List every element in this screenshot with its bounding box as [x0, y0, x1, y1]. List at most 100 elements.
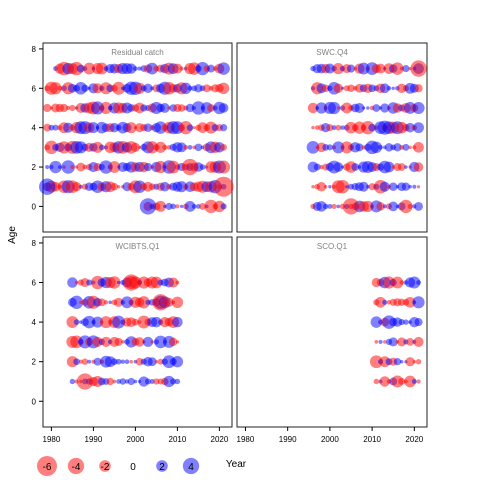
bubble [307, 102, 319, 114]
bubble [398, 319, 405, 326]
bubble [324, 63, 335, 74]
bubble [187, 85, 193, 91]
bubble [154, 335, 167, 349]
panel: WCIBTS.Q1 0 2 4 6 8 1980 1990 2000 2010 2020 [32, 236, 233, 444]
legend-bubble [156, 460, 168, 472]
legend-label: -2 [101, 462, 110, 473]
bubble [57, 85, 63, 91]
bubble [379, 83, 390, 94]
bubble [220, 143, 228, 151]
bubble [74, 280, 79, 285]
bubble [397, 163, 406, 171]
bubble [391, 62, 404, 75]
panel-title: WCIBTS.Q1 [115, 242, 160, 251]
bubble [171, 356, 184, 368]
bubble [143, 162, 153, 172]
bubble [184, 201, 196, 212]
x-tick-label: 2000 [127, 435, 145, 444]
bubble [374, 340, 379, 344]
bubble [328, 185, 332, 189]
bubble [399, 280, 404, 285]
bubble [129, 359, 133, 364]
bubble [340, 125, 345, 130]
bubble [366, 106, 370, 110]
bubble [172, 316, 183, 328]
bubble [170, 203, 177, 210]
bubble [133, 66, 138, 71]
panel-frame [236, 236, 428, 428]
bubble [119, 378, 127, 385]
bubble [404, 165, 408, 169]
bubble [82, 164, 88, 170]
bubble [413, 336, 424, 347]
y-tick-label: 2 [32, 358, 37, 367]
bubble-large [213, 176, 234, 197]
bubble [140, 104, 148, 112]
bubble [99, 316, 113, 329]
bubble [170, 378, 177, 385]
bubble [130, 142, 140, 152]
bubble [106, 377, 114, 386]
bubble [194, 84, 203, 93]
bubble [137, 296, 150, 309]
bubble [61, 160, 75, 174]
bubble [125, 122, 137, 134]
bubble-large [377, 120, 392, 135]
panel-title: SWC.Q4 [316, 48, 348, 57]
x-tick-label: 1980 [43, 435, 61, 444]
bubble [332, 62, 344, 75]
x-tick-label: 1980 [237, 435, 255, 444]
bubble [316, 201, 327, 212]
bubble [69, 104, 76, 112]
bubble [336, 106, 340, 110]
panel: Residual catch 0 2 4 6 8 [32, 42, 234, 233]
legend-bubble [67, 457, 85, 475]
bubble [154, 359, 159, 364]
legend-label: 4 [188, 462, 194, 473]
bubble [81, 84, 89, 92]
bubble [149, 378, 155, 384]
bubble [383, 161, 395, 173]
bubble [412, 184, 417, 189]
bubble [411, 379, 417, 384]
bubble [332, 141, 345, 154]
bubble [66, 105, 71, 111]
bubble [404, 375, 416, 388]
bubble [187, 144, 193, 150]
bubble [159, 181, 170, 192]
bubble [175, 204, 180, 209]
bubble [59, 103, 69, 113]
x-axis-label: Year [226, 459, 247, 470]
bubble [414, 318, 423, 327]
bubble [126, 63, 137, 74]
bubble-large [39, 178, 56, 195]
bubble [179, 121, 193, 135]
bubble [168, 337, 178, 347]
bubble [204, 199, 218, 214]
bubble [399, 359, 404, 364]
bubble [175, 340, 180, 344]
bubble [159, 103, 170, 113]
bubble [78, 359, 83, 364]
bubble [327, 203, 333, 209]
bubble [191, 203, 197, 209]
bubble [207, 104, 215, 112]
bubble [103, 300, 109, 305]
bubble [351, 163, 360, 171]
bubble [398, 378, 406, 385]
bubble [44, 140, 59, 155]
bubble [82, 315, 96, 329]
bubble [52, 124, 59, 131]
bubble [99, 144, 105, 151]
legend-label: 0 [130, 462, 136, 473]
bubble [213, 200, 226, 213]
bubble [321, 84, 330, 93]
x-tick-label: 2020 [405, 435, 423, 444]
bubble [408, 276, 421, 289]
bubble [335, 179, 350, 194]
bubble [416, 280, 421, 285]
bubble [386, 86, 392, 91]
bubble [138, 376, 149, 387]
bubble [416, 379, 421, 384]
bubble [368, 183, 376, 191]
